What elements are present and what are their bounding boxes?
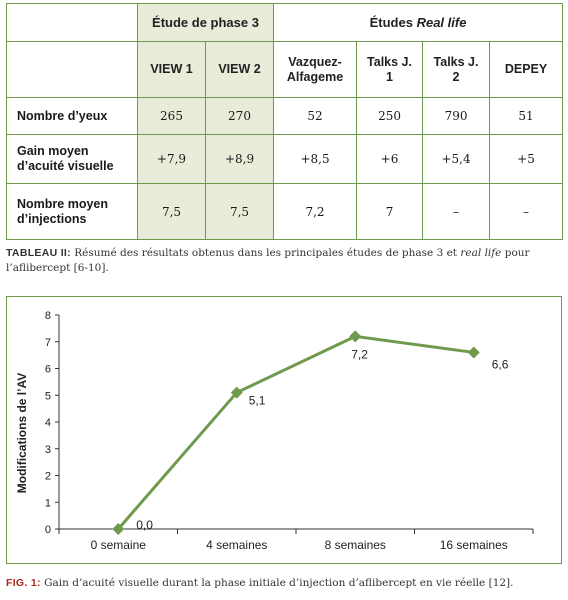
table-row: Gain moyen d’acuité visuelle +7,9 +8,9 +… [6,134,564,184]
cell: – [489,183,564,240]
x-tick-label: 16 semaines [440,538,508,552]
x-tick-label: 8 semaines [325,538,386,552]
cell: +8,9 [204,134,275,184]
data-point-marker [112,523,125,535]
table-caption-em: real life [460,247,502,259]
col-header-talks2: Talks J. 2 [422,41,491,98]
y-tick-label: 4 [45,417,51,429]
col-header-talks1: Talks J. 1 [356,41,424,98]
y-ticks: 0 1 2 3 4 5 6 7 8 [45,310,59,536]
y-tick-label: 6 [45,364,51,376]
data-labels: 0,0 5,1 7,2 6,6 [136,347,509,532]
y-tick-label: 7 [45,337,51,349]
figure-caption-label: FIG. 1: [6,577,41,589]
data-label: 5,1 [249,394,266,408]
x-ticks: 0 semaine 4 semaines 8 semaines 16 semaines [58,529,534,552]
cell: 7,5 [137,183,206,240]
data-label: 0,0 [136,518,153,532]
y-tick-label: 5 [45,390,51,402]
y-tick-label: 1 [45,497,51,509]
cell: +8,5 [273,134,358,184]
table-row: Nombre d’yeux 265 270 52 250 790 51 [6,97,564,135]
corner-cell [6,3,138,42]
real-life-prefix: Études [369,15,417,30]
cell: +5 [489,134,564,184]
data-point-marker [467,346,480,359]
table-caption-text-after: pour l’aflibercept [6-10]. [6,247,530,274]
cell: 270 [204,97,275,135]
col-header-view1: VIEW 1 [137,41,206,98]
col-header-view2: VIEW 2 [204,41,275,98]
axes [58,315,533,530]
line-chart: Modifications de l’AV 0 1 2 3 4 5 6 7 8 0 semain… [15,310,534,552]
row-label-injections: Nombre moyen d’injections [6,183,138,240]
x-tick-label: 0 semaine [91,538,147,552]
cell: 51 [489,97,564,135]
row-label-eyes: Nombre d’yeux [6,97,138,135]
col-header-depey: DEPEY [489,41,564,98]
y-tick-label: 8 [45,310,51,322]
cell: +6 [356,134,424,184]
cell: 250 [356,97,424,135]
data-label: 7,2 [351,347,368,361]
y-tick-label: 2 [45,471,51,483]
figure-caption-text: Gain d’acuité visuelle durant la phase i… [40,577,514,589]
cell: 790 [422,97,491,135]
empty-header-cell [6,41,138,98]
figure-frame: Modifications de l’AV 0 1 2 3 4 5 6 7 8 0 semain… [6,296,562,564]
table-caption: TABLEAU II: Résumé des résultats obtenus… [6,246,562,276]
cell: 265 [137,97,206,135]
real-life-header: Études Real life [273,3,564,42]
row-label-gain: Gain moyen d’acuité visuelle [6,134,138,184]
figure-caption: FIG. 1: Gain d’acuité visuelle durant la… [6,576,562,591]
data-point-marker [230,386,243,399]
cell: 7,2 [273,183,358,240]
cell: 7 [356,183,424,240]
cell: – [422,183,491,240]
series-polyline [117,334,474,530]
table-caption-label: TABLEAU II: [6,247,71,259]
x-tick-label: 4 semaines [206,538,267,552]
cell: +7,9 [137,134,206,184]
table-caption-text-before: Résumé des résultats obtenus dans les pr… [70,247,461,259]
real-life-em: Real life [416,15,467,30]
table-row: Nombre moyen d’injections 7,5 7,5 7,2 7 … [6,183,564,240]
y-tick-label: 0 [45,524,51,536]
results-table: Étude de phase 3 Études Real life VIEW 1… [6,3,564,240]
col-header-vazquez: Vazquez-Alfageme [273,41,358,98]
phase3-header: Étude de phase 3 [136,3,275,42]
cell: +5,4 [422,134,491,184]
y-tick-label: 3 [45,444,51,456]
cell: 7,5 [204,183,275,240]
series-line [112,330,480,535]
cell: 52 [273,97,358,135]
y-axis-label: Modifications de l’AV [15,373,29,493]
data-label: 6,6 [492,357,509,371]
data-point-marker [349,330,362,343]
